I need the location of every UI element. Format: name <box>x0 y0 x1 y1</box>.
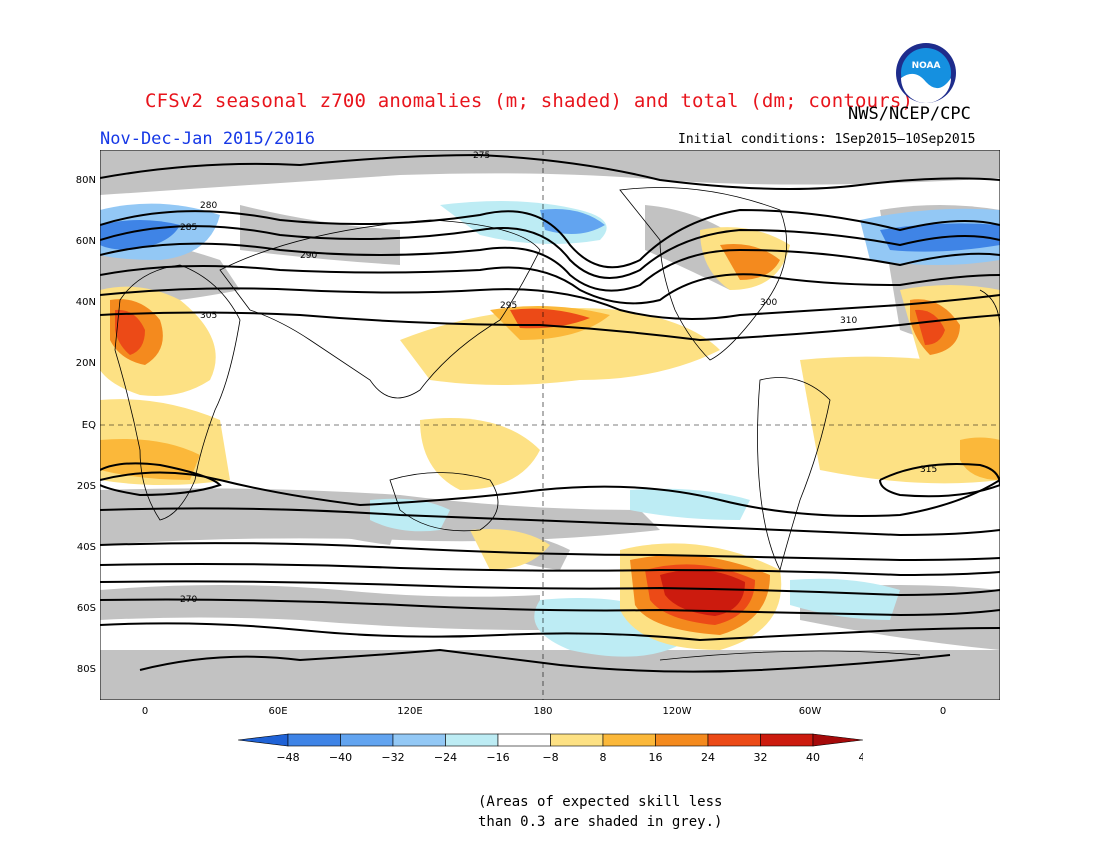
colorbar-tick-label: 24 <box>701 751 715 764</box>
lat-label: 80S <box>77 664 96 675</box>
colorbar-tick-label: −40 <box>329 751 352 764</box>
lat-label: 40S <box>77 542 96 553</box>
colorbar-arrow-right <box>812 733 863 747</box>
contour-label: 290 <box>300 251 317 261</box>
colorbar-tick-label: −24 <box>434 751 457 764</box>
colorbar-box <box>707 733 761 747</box>
colorbar-box <box>287 733 341 747</box>
positive-anomaly-areas <box>100 227 1000 650</box>
lat-label: 60N <box>76 236 96 247</box>
lon-label: 180 <box>533 706 552 717</box>
colorbar-tick-label: −48 <box>276 751 299 764</box>
contour-label: 305 <box>200 311 217 321</box>
colorbar: −48 −40 −32 −24 −16 −8 8 16 24 32 40 48 <box>238 733 864 764</box>
lat-label: 60S <box>77 603 96 614</box>
colorbar-box <box>445 733 499 747</box>
colorbar-tick-label: −32 <box>381 751 404 764</box>
lon-label: 120W <box>663 706 692 717</box>
colorbar-tick-label: −8 <box>542 751 558 764</box>
lon-label: 60W <box>799 706 822 717</box>
colorbar-box <box>655 733 709 747</box>
colorbar-tick-label: 48 <box>859 751 864 764</box>
lon-label: 0 <box>142 706 148 717</box>
contour-label: 270 <box>180 595 197 605</box>
svg-text:NOAA: NOAA <box>912 61 941 71</box>
lon-label: 120E <box>397 706 422 717</box>
colorbar-tick-label: −16 <box>486 751 509 764</box>
colorbar-tick-label: 32 <box>754 751 768 764</box>
noaa-logo: NOAA <box>896 43 956 103</box>
lon-label: 0 <box>940 706 946 717</box>
lat-label: EQ <box>82 420 96 431</box>
season-label: Nov-Dec-Jan 2015/2016 <box>100 129 315 149</box>
colorbar-box <box>760 733 814 747</box>
agency-label: NWS/NCEP/CPC <box>848 104 971 124</box>
gridlines <box>100 150 1000 700</box>
colorbar-tick-label: 16 <box>649 751 663 764</box>
skill-note-line1: (Areas of expected skill less <box>478 794 723 810</box>
lon-label: 60E <box>268 706 287 717</box>
colorbar-box <box>392 733 446 747</box>
colorbar-box <box>497 733 551 747</box>
longitude-axis: 0 60E 120E 180 120W 60W 0 <box>142 706 946 717</box>
latitude-axis: 80N 60N 40N 20N EQ 20S 40S 60S 80S <box>76 175 96 675</box>
lat-label: 40N <box>76 297 96 308</box>
colorbar-tick-label: 40 <box>806 751 820 764</box>
contour-label: 310 <box>840 316 857 326</box>
contour-label: 300 <box>760 298 777 308</box>
colorbar-box <box>602 733 656 747</box>
lat-label: 20S <box>77 481 96 492</box>
contour-label: 280 <box>200 201 217 211</box>
skill-note: (Areas of expected skill less than 0.3 a… <box>478 792 722 832</box>
contour-label: 275 <box>473 151 490 161</box>
initial-conditions-label: Initial conditions: 1Sep2015–10Sep2015 <box>678 132 976 147</box>
lat-label: 80N <box>76 175 96 186</box>
anomaly-map: 275 280 285 290 295 300 305 310 315 270 <box>100 150 1000 700</box>
colorbar-box <box>550 733 604 747</box>
colorbar-tick-label: 8 <box>600 751 607 764</box>
colorbar-box <box>340 733 394 747</box>
skill-note-line2: than 0.3 are shaded in grey.) <box>478 814 723 830</box>
contour-label: 295 <box>500 301 517 311</box>
chart-title: CFSv2 seasonal z700 anomalies (m; shaded… <box>145 90 914 112</box>
lat-label: 20N <box>76 358 96 369</box>
contour-label: 285 <box>180 223 197 233</box>
colorbar-arrow-left <box>238 733 289 747</box>
contour-label: 315 <box>920 465 937 475</box>
contour-labels: 275 280 285 290 295 300 305 310 315 270 <box>180 151 937 605</box>
height-contours <box>100 153 1000 673</box>
